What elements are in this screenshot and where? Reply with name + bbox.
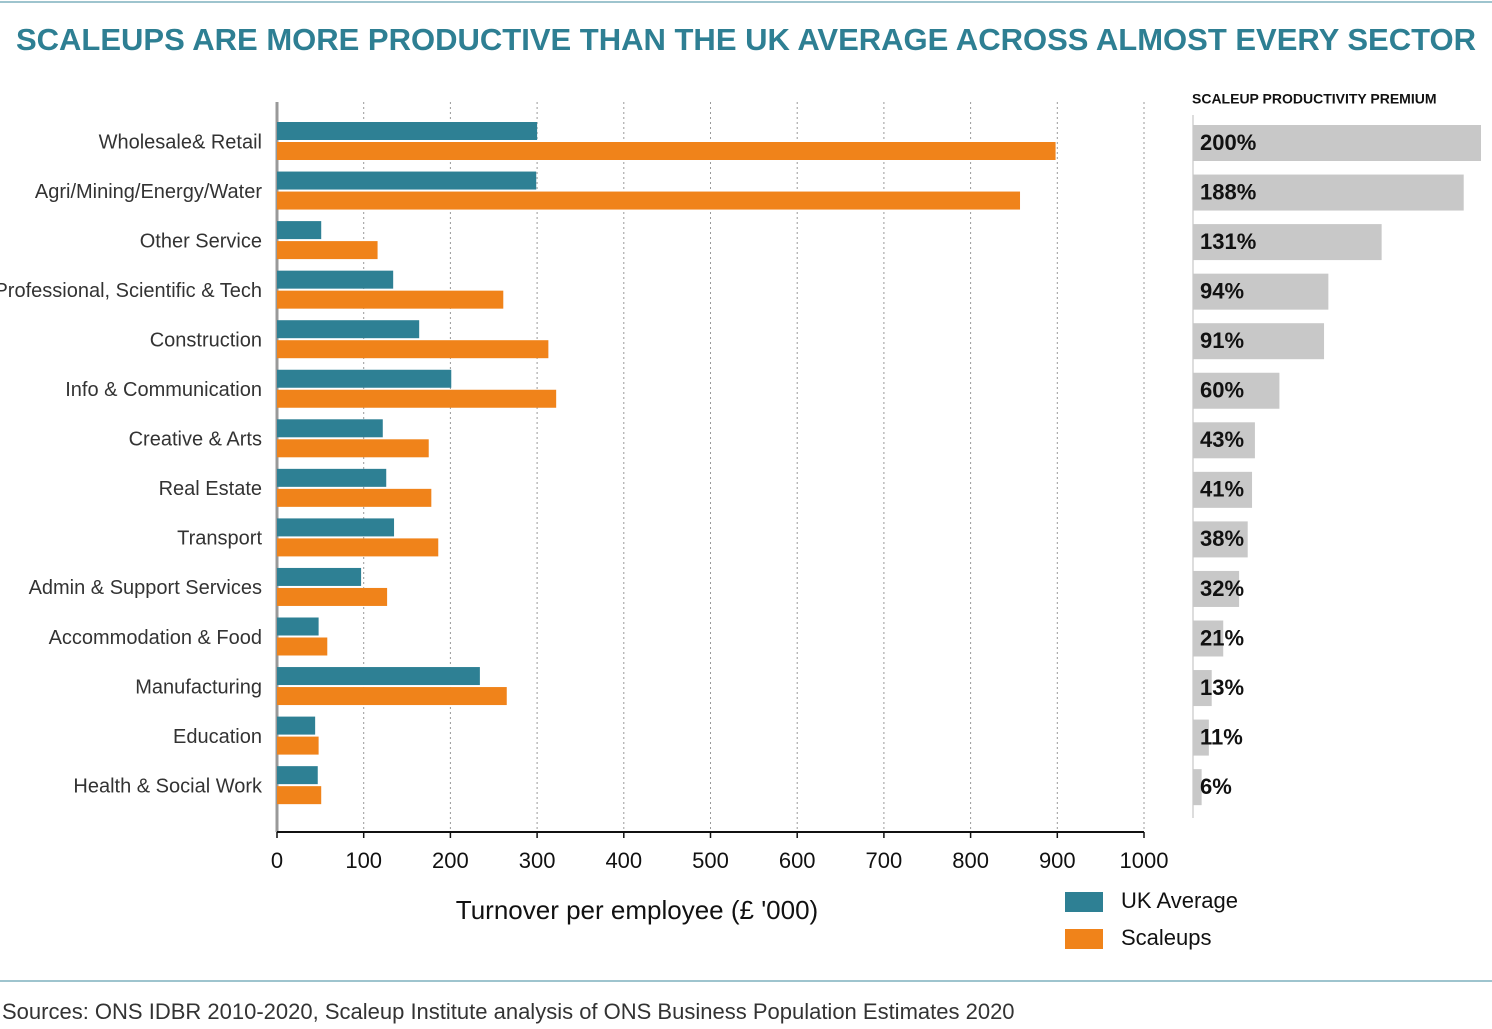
bar	[277, 687, 507, 706]
y-tick-label: Info & Communication	[65, 379, 262, 401]
y-tick-label: Education	[173, 726, 262, 748]
x-tick-label: 200	[432, 848, 469, 873]
bar	[277, 191, 1021, 210]
premium-bar	[1193, 323, 1325, 360]
bar	[277, 637, 328, 656]
bar	[277, 587, 388, 606]
premium-bar	[1193, 224, 1382, 261]
premium-title: SCALEUP PRODUCTIVITY PREMIUM	[1192, 91, 1437, 107]
bar	[277, 241, 378, 260]
premium-bar	[1193, 273, 1329, 310]
bar	[277, 488, 432, 507]
x-tick-label: 900	[1039, 848, 1076, 873]
premium-label: 131%	[1200, 229, 1256, 254]
y-tick-label: Accommodation & Food	[49, 627, 262, 649]
premium-label: 21%	[1200, 625, 1244, 650]
bar	[277, 468, 387, 487]
x-axis-label: Turnover per employee (£ '000)	[456, 895, 818, 925]
source: Sources: ONS IDBR 2010-2020, Scaleup Ins…	[2, 999, 1015, 1024]
legend-label: Scaleups	[1121, 925, 1212, 950]
premium-bar	[1193, 521, 1248, 558]
bar	[277, 617, 319, 636]
premium-label: 11%	[1200, 724, 1243, 749]
y-tick-label: Other Service	[140, 230, 262, 252]
x-tick-label: 600	[779, 848, 816, 873]
y-tick-label: Manufacturing	[135, 676, 262, 698]
premium-label: 60%	[1200, 378, 1244, 403]
bar	[277, 221, 322, 240]
bar	[277, 369, 452, 388]
y-tick-label: Construction	[150, 329, 262, 351]
x-tick-label: 800	[952, 848, 989, 873]
bar	[277, 716, 316, 735]
bar	[277, 736, 319, 755]
premium-label: 43%	[1200, 427, 1244, 452]
premium-label: 94%	[1200, 278, 1244, 303]
y-tick-label: Transport	[177, 528, 262, 550]
premium-label: 91%	[1200, 328, 1244, 353]
y-tick-label: Health & Social Work	[73, 775, 263, 797]
premium-bar	[1193, 372, 1280, 409]
x-tick-label: 700	[866, 848, 903, 873]
x-tick-label: 1000	[1120, 848, 1169, 873]
premium-bar	[1193, 125, 1481, 161]
premium-label: 41%	[1200, 477, 1244, 502]
bar	[277, 538, 439, 557]
premium-bar	[1193, 471, 1253, 508]
premium-label: 32%	[1200, 576, 1244, 601]
bar	[277, 439, 429, 458]
premium-bar	[1193, 620, 1224, 657]
x-tick-label: 500	[692, 848, 729, 873]
y-tick-label: Creative & Arts	[129, 429, 262, 451]
premium-bar	[1193, 570, 1240, 607]
premium-bar	[1193, 719, 1209, 756]
x-tick-label: 0	[271, 848, 283, 873]
x-tick-label: 300	[519, 848, 556, 873]
y-tick-label: Wholesale& Retail	[99, 131, 262, 153]
bar	[277, 122, 538, 140]
bar	[277, 766, 318, 785]
premium-label: 13%	[1200, 675, 1244, 700]
y-tick-label: Real Estate	[159, 478, 262, 500]
bar	[277, 786, 322, 805]
x-tick-label: 100	[345, 848, 382, 873]
bar	[277, 667, 480, 686]
premium-bar	[1193, 174, 1464, 211]
bar	[277, 171, 537, 190]
y-tick-label: Admin & Support Services	[29, 577, 262, 599]
bar	[277, 142, 1056, 160]
bar	[277, 419, 383, 438]
x-tick-label: 400	[605, 848, 642, 873]
legend-label: UK Average	[1121, 888, 1238, 913]
bar	[277, 270, 394, 289]
y-tick-label: Agri/Mining/Energy/Water	[35, 181, 262, 203]
premium-bar	[1193, 769, 1202, 806]
bar	[277, 290, 504, 309]
premium-label: 38%	[1200, 526, 1244, 551]
premium-label: 6%	[1200, 774, 1232, 799]
premium-label: 188%	[1200, 179, 1256, 204]
bar	[277, 518, 395, 537]
legend-swatch	[1065, 929, 1103, 949]
bar	[277, 340, 549, 359]
y-tick-label: Professional, Scientific & Tech	[0, 280, 262, 302]
premium-label: 200%	[1200, 130, 1256, 155]
chart-title: SCALEUPS ARE MORE PRODUCTIVE THAN THE UK…	[16, 22, 1476, 57]
bar	[277, 567, 362, 586]
premium-bar	[1193, 670, 1212, 707]
bar	[277, 320, 420, 339]
bar	[277, 389, 557, 408]
legend-swatch	[1065, 892, 1103, 912]
premium-bar	[1193, 422, 1255, 459]
